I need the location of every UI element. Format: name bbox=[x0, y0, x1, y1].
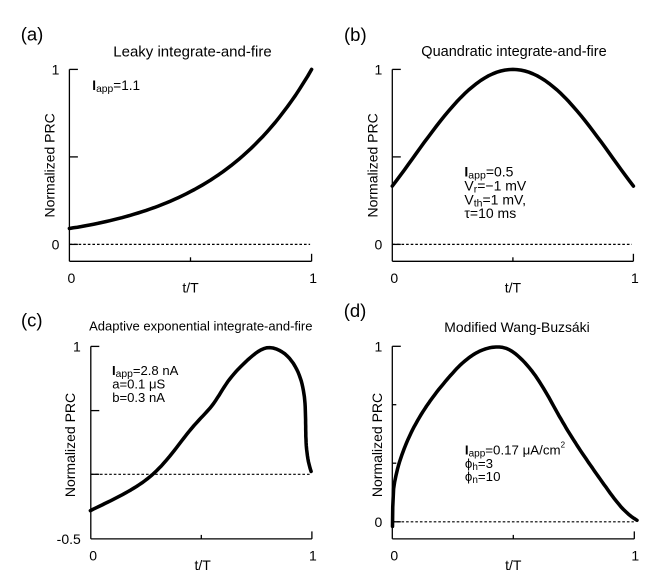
svg-text:0: 0 bbox=[375, 514, 383, 530]
svg-text:a=0.1 μS: a=0.1 μS bbox=[112, 376, 165, 391]
svg-text:Iapp=0.17 μA/cm2: Iapp=0.17 μA/cm2 bbox=[465, 441, 566, 460]
svg-text:1: 1 bbox=[309, 547, 317, 563]
svg-text:1: 1 bbox=[631, 547, 639, 563]
svg-text:0: 0 bbox=[68, 270, 76, 286]
svg-text:(c): (c) bbox=[21, 309, 43, 330]
svg-text:b=0.3 nA: b=0.3 nA bbox=[112, 390, 165, 405]
svg-text:Normalized PRC: Normalized PRC bbox=[62, 393, 78, 497]
svg-text:1: 1 bbox=[631, 270, 639, 286]
svg-text:t/T: t/T bbox=[505, 279, 522, 295]
svg-text:1: 1 bbox=[375, 338, 383, 354]
svg-text:Leaky integrate-and-fire: Leaky integrate-and-fire bbox=[113, 44, 271, 61]
svg-text:0: 0 bbox=[390, 547, 398, 563]
svg-text:(d): (d) bbox=[344, 300, 367, 321]
svg-text:Normalized PRC: Normalized PRC bbox=[42, 113, 58, 217]
svg-text:0: 0 bbox=[375, 236, 383, 252]
svg-text:Vr=−1 mV: Vr=−1 mV bbox=[464, 178, 527, 196]
svg-text:Normalized PRC: Normalized PRC bbox=[365, 113, 381, 217]
svg-text:τ=10 ms: τ=10 ms bbox=[464, 205, 516, 221]
svg-text:Normalized PRC: Normalized PRC bbox=[369, 393, 385, 497]
svg-text:ϕh=3: ϕh=3 bbox=[465, 456, 493, 473]
svg-text:Adaptive exponential integrate: Adaptive exponential integrate-and-fire bbox=[89, 318, 312, 333]
svg-text:1: 1 bbox=[309, 270, 317, 286]
svg-text:Iapp=0.5: Iapp=0.5 bbox=[464, 164, 513, 182]
svg-text:(b): (b) bbox=[344, 24, 367, 45]
svg-text:1: 1 bbox=[73, 338, 81, 354]
svg-text:0: 0 bbox=[52, 236, 60, 252]
svg-text:Vth=1 mV,: Vth=1 mV, bbox=[464, 191, 526, 209]
svg-text:t/T: t/T bbox=[182, 279, 199, 295]
svg-text:Iapp=1.1: Iapp=1.1 bbox=[92, 78, 140, 95]
svg-text:t/T: t/T bbox=[195, 557, 212, 573]
svg-text:-0.5: -0.5 bbox=[57, 531, 81, 547]
svg-text:Quandratic integrate-and-fire: Quandratic integrate-and-fire bbox=[421, 44, 606, 60]
svg-text:(a): (a) bbox=[21, 24, 44, 45]
svg-text:0: 0 bbox=[390, 270, 398, 286]
svg-text:1: 1 bbox=[375, 61, 383, 77]
svg-text:t/T: t/T bbox=[505, 557, 522, 573]
svg-text:0: 0 bbox=[89, 547, 97, 563]
svg-text:ϕn=10: ϕn=10 bbox=[465, 469, 501, 486]
svg-text:1: 1 bbox=[52, 61, 60, 77]
svg-text:Modified Wang-Buzsáki: Modified Wang-Buzsáki bbox=[444, 319, 589, 335]
svg-text:Iapp=2.8 nA: Iapp=2.8 nA bbox=[112, 363, 179, 380]
